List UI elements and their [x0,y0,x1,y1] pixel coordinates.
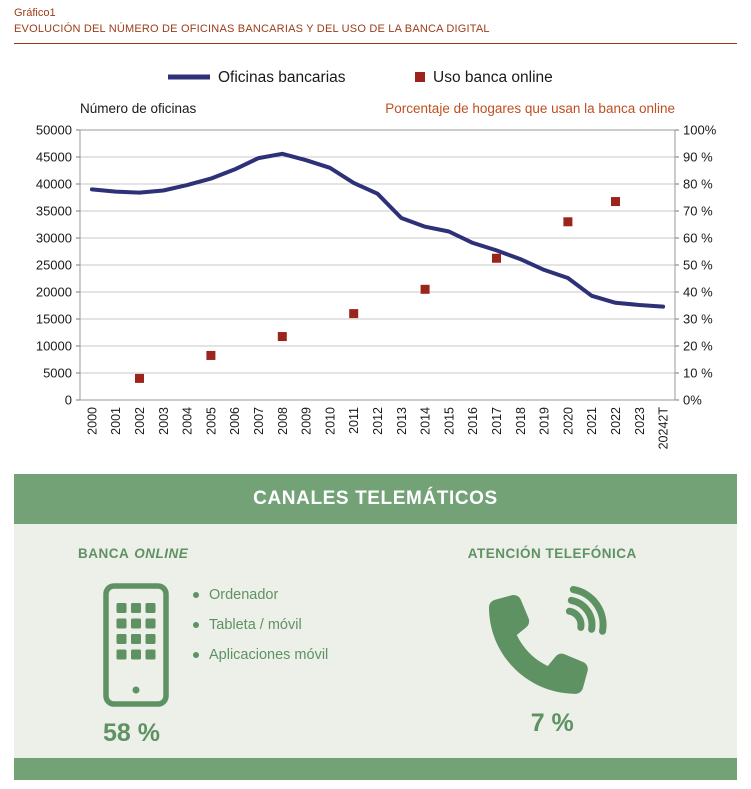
svg-text:0%: 0% [683,393,702,408]
banca-online-column: BANCA ONLINE Ordenador [22,546,376,748]
svg-text:100%: 100% [683,123,717,138]
atencion-telefonica-title: ATENCIÓN TELEFÓNICA [467,546,637,561]
axis-titles: Número de oficinas Porcentaje de hogares … [80,101,675,116]
svg-text:2020: 2020 [561,407,575,435]
svg-text:80 %: 80 % [683,177,713,192]
atencion-telefonica-percentage: 7 % [530,709,574,737]
svg-text:10000: 10000 [36,339,72,354]
svg-text:70 %: 70 % [683,204,713,219]
banca-online-percentage: 58 % [103,719,160,747]
legend: Oficinas bancarias Uso banca online [168,69,553,86]
svg-text:2013: 2013 [395,407,409,435]
svg-text:10 %: 10 % [683,366,713,381]
svg-text:30 %: 30 % [683,312,713,327]
svg-text:40 %: 40 % [683,285,713,300]
svg-text:5000: 5000 [43,366,72,381]
svg-text:25000: 25000 [36,258,72,273]
list-item: Tableta / móvil [193,617,328,634]
svg-text:2022: 2022 [609,407,623,435]
figure-header: Gráfico1 EVOLUCIÓN DEL NÚMERO DE OFICINA… [14,7,737,44]
svg-text:40000: 40000 [36,177,72,192]
chart-svg: Oficinas bancarias Uso banca online Número… [36,69,717,450]
svg-text:50 %: 50 % [683,258,713,273]
svg-text:2021: 2021 [585,407,599,435]
svg-text:2011: 2011 [347,407,361,434]
banca-online-title: BANCA ONLINE [78,546,376,561]
svg-text:0: 0 [65,393,72,408]
y-axis-right: 0% 10 % 20 % 30 % 40 % 50 % 60 % 70 % 80 % 90 % 10… [675,123,717,408]
y-axis-left: 0 5000 10000 15000 20000 25000 30000 35000 40000… [36,123,80,408]
list-item: Aplicaciones móvil [193,647,328,664]
svg-text:2023: 2023 [633,407,647,435]
panel-footer-bar [14,758,737,780]
svg-text:2009: 2009 [300,407,314,435]
list-item: Ordenador [193,587,328,604]
x-axis: 2000 2001 2002 2003 2004 2005 2006 2007 2008 2009… [85,407,670,450]
svg-text:2005: 2005 [204,407,218,435]
svg-text:Porcentaje de hogares que usan: Porcentaje de hogares que usan la banca … [385,101,675,116]
banca-online-title-prefix: BANCA [78,546,130,561]
plot-border [79,129,676,401]
phone-handset-icon [489,586,607,694]
svg-text:2017: 2017 [490,407,504,435]
svg-text:90 %: 90 % [683,150,713,165]
svg-text:2016: 2016 [466,407,480,435]
svg-text:2010: 2010 [323,407,337,435]
smartphone-icon [103,583,169,707]
marker-series [135,197,620,383]
svg-text:20000: 20000 [36,285,72,300]
svg-text:Uso banca online: Uso banca online [433,69,553,86]
figure-title: EVOLUCIÓN DEL NÚMERO DE OFICINAS BANCARI… [14,23,490,35]
banca-online-title-italic: ONLINE [134,546,189,561]
svg-text:Oficinas bancarias: Oficinas bancarias [218,69,346,86]
svg-text:20 %: 20 % [683,339,713,354]
svg-text:2002: 2002 [133,407,147,435]
panel-title: CANALES TELEMÁTICOS [14,474,737,524]
svg-text:2007: 2007 [252,407,266,435]
line-series [89,151,666,309]
svg-text:30000: 30000 [36,231,72,246]
svg-text:20242T: 20242T [657,407,671,450]
svg-text:2000: 2000 [85,407,99,435]
svg-text:2014: 2014 [419,407,433,435]
svg-text:2015: 2015 [442,407,456,435]
svg-text:2004: 2004 [181,407,195,435]
banca-online-list: Ordenador Tableta / móvil Aplicaciones m… [169,587,328,707]
telematic-channels-panel: CANALES TELEMÁTICOS BANCA ONLINE [14,474,737,780]
svg-text:2003: 2003 [157,407,171,435]
svg-text:2019: 2019 [538,407,552,435]
grid [80,129,675,401]
atencion-telefonica-column: ATENCIÓN TELEFÓNICA 7 % [376,546,730,748]
svg-text:35000: 35000 [36,204,72,219]
figure-number: Gráfico1 [14,7,56,19]
panel-body: BANCA ONLINE Ordenador [14,524,737,758]
banca-online-icon-row: Ordenador Tableta / móvil Aplicaciones m… [103,583,376,707]
svg-text:2008: 2008 [276,407,290,435]
svg-text:2012: 2012 [371,407,385,435]
svg-text:2006: 2006 [228,407,242,435]
svg-text:Número de oficinas: Número de oficinas [80,101,197,116]
svg-text:15000: 15000 [36,312,72,327]
svg-text:2018: 2018 [514,407,528,435]
svg-text:2001: 2001 [109,407,123,435]
svg-text:60 %: 60 % [683,231,713,246]
svg-text:45000: 45000 [36,150,72,165]
svg-text:50000: 50000 [36,123,72,138]
